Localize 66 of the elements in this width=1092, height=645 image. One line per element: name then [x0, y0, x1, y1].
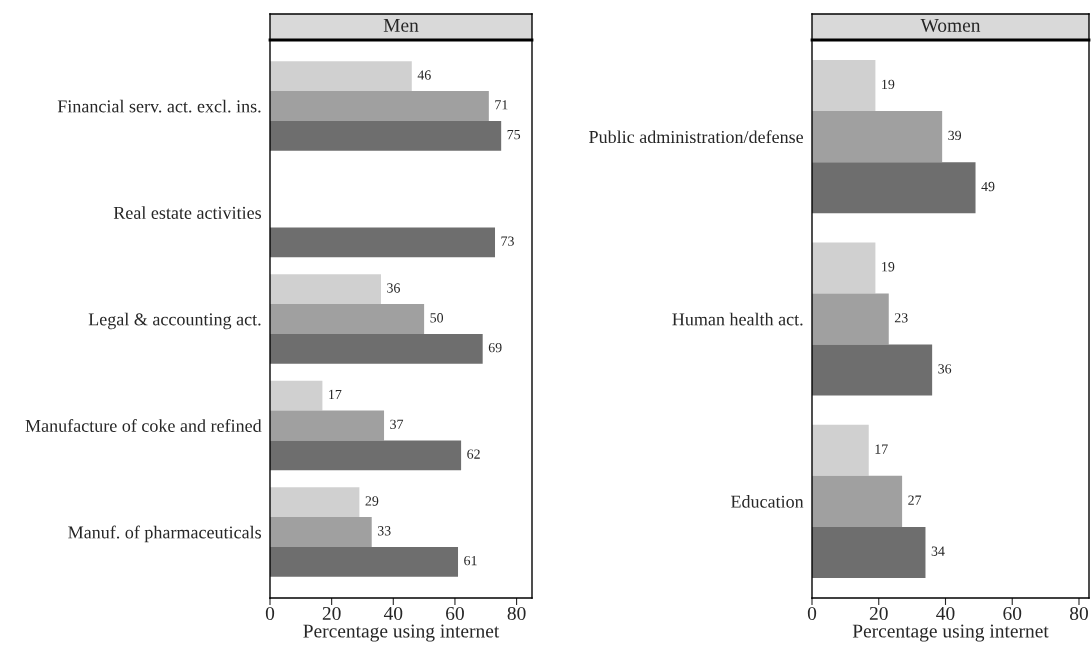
- data-label: 46: [417, 70, 431, 80]
- bar: [812, 424, 869, 476]
- y-tick-label: Financial serv. act. excl. ins.: [57, 99, 261, 113]
- data-label: 49: [981, 181, 995, 192]
- data-label: 37: [390, 419, 404, 429]
- x-tick-label: 80: [1070, 606, 1088, 621]
- bar: [812, 242, 876, 294]
- data-label: 33: [377, 526, 391, 536]
- data-label: 50: [430, 313, 444, 323]
- chart-title: Men: [383, 18, 419, 32]
- bar: [270, 517, 372, 547]
- y-tick-label: Public administration/defense: [589, 130, 804, 144]
- x-axis-title: Percentage using internet: [852, 624, 1049, 642]
- bar: [270, 227, 496, 258]
- x-tick-label: 40: [383, 606, 403, 621]
- bar: [812, 111, 943, 163]
- bar: [812, 162, 976, 214]
- data-label: 19: [882, 79, 895, 90]
- y-tick-label: Legal & accounting act.: [88, 312, 261, 330]
- bar: [270, 61, 412, 92]
- chart-title: Women: [920, 18, 981, 32]
- x-tick-label: 60: [1003, 606, 1022, 621]
- data-label: 29: [365, 496, 379, 506]
- x-tick-label: 20: [322, 606, 341, 621]
- data-label: 73: [501, 236, 514, 246]
- bar: [812, 60, 876, 112]
- x-tick-label: 20: [869, 606, 888, 621]
- bar: [270, 304, 425, 334]
- data-label: 71: [495, 100, 508, 110]
- y-tick-label: Real estate activities: [113, 206, 261, 219]
- bar: [812, 475, 903, 527]
- data-label: 27: [908, 495, 922, 505]
- bar: [270, 487, 360, 518]
- bar: [270, 410, 385, 441]
- y-tick-label: Education: [730, 495, 804, 508]
- x-tick-label: 0: [807, 606, 817, 621]
- x-tick-label: 60: [446, 606, 464, 621]
- data-label: 17: [329, 389, 342, 400]
- data-label: 36: [387, 283, 400, 293]
- data-label: 34: [931, 546, 945, 556]
- bar: [812, 344, 933, 396]
- data-label: 17: [875, 444, 888, 454]
- bar: [270, 91, 489, 121]
- data-label: 23: [894, 313, 908, 323]
- x-tick-label: 0: [265, 606, 275, 621]
- bar: [270, 380, 323, 411]
- data-label: 39: [948, 130, 962, 141]
- y-tick-label: Manuf. of pharmaceuticals: [68, 525, 262, 543]
- data-label: 36: [938, 364, 952, 374]
- x-axis-title: Percentage using internet: [303, 624, 500, 642]
- bar: [812, 526, 926, 578]
- bar: [812, 293, 889, 345]
- data-label: 61: [464, 555, 477, 566]
- data-label: 19: [882, 262, 895, 272]
- x-tick-label: 40: [936, 606, 955, 621]
- bar: [270, 440, 462, 471]
- x-tick-label: 80: [507, 606, 526, 621]
- data-label: 62: [467, 449, 480, 459]
- bar: [270, 546, 459, 577]
- data-label: 75: [507, 130, 521, 140]
- y-tick-label: Human health act.: [672, 312, 803, 326]
- y-tick-label: Manufacture of coke and refined: [25, 419, 262, 432]
- data-label: 69: [488, 342, 502, 353]
- bar: [270, 333, 483, 364]
- bar: [270, 120, 502, 151]
- bar: [270, 274, 381, 305]
